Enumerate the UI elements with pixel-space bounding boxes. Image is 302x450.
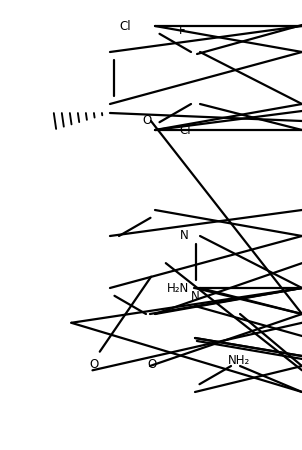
Text: O: O (90, 358, 99, 371)
Text: H₂N: H₂N (167, 282, 189, 294)
Text: Cl: Cl (119, 19, 131, 32)
Text: N: N (191, 289, 199, 302)
Text: N: N (180, 230, 188, 243)
Text: Cl: Cl (179, 123, 191, 136)
Text: O: O (147, 357, 157, 370)
Text: F: F (179, 23, 185, 36)
Text: O: O (142, 114, 152, 127)
Text: NH₂: NH₂ (228, 354, 250, 366)
